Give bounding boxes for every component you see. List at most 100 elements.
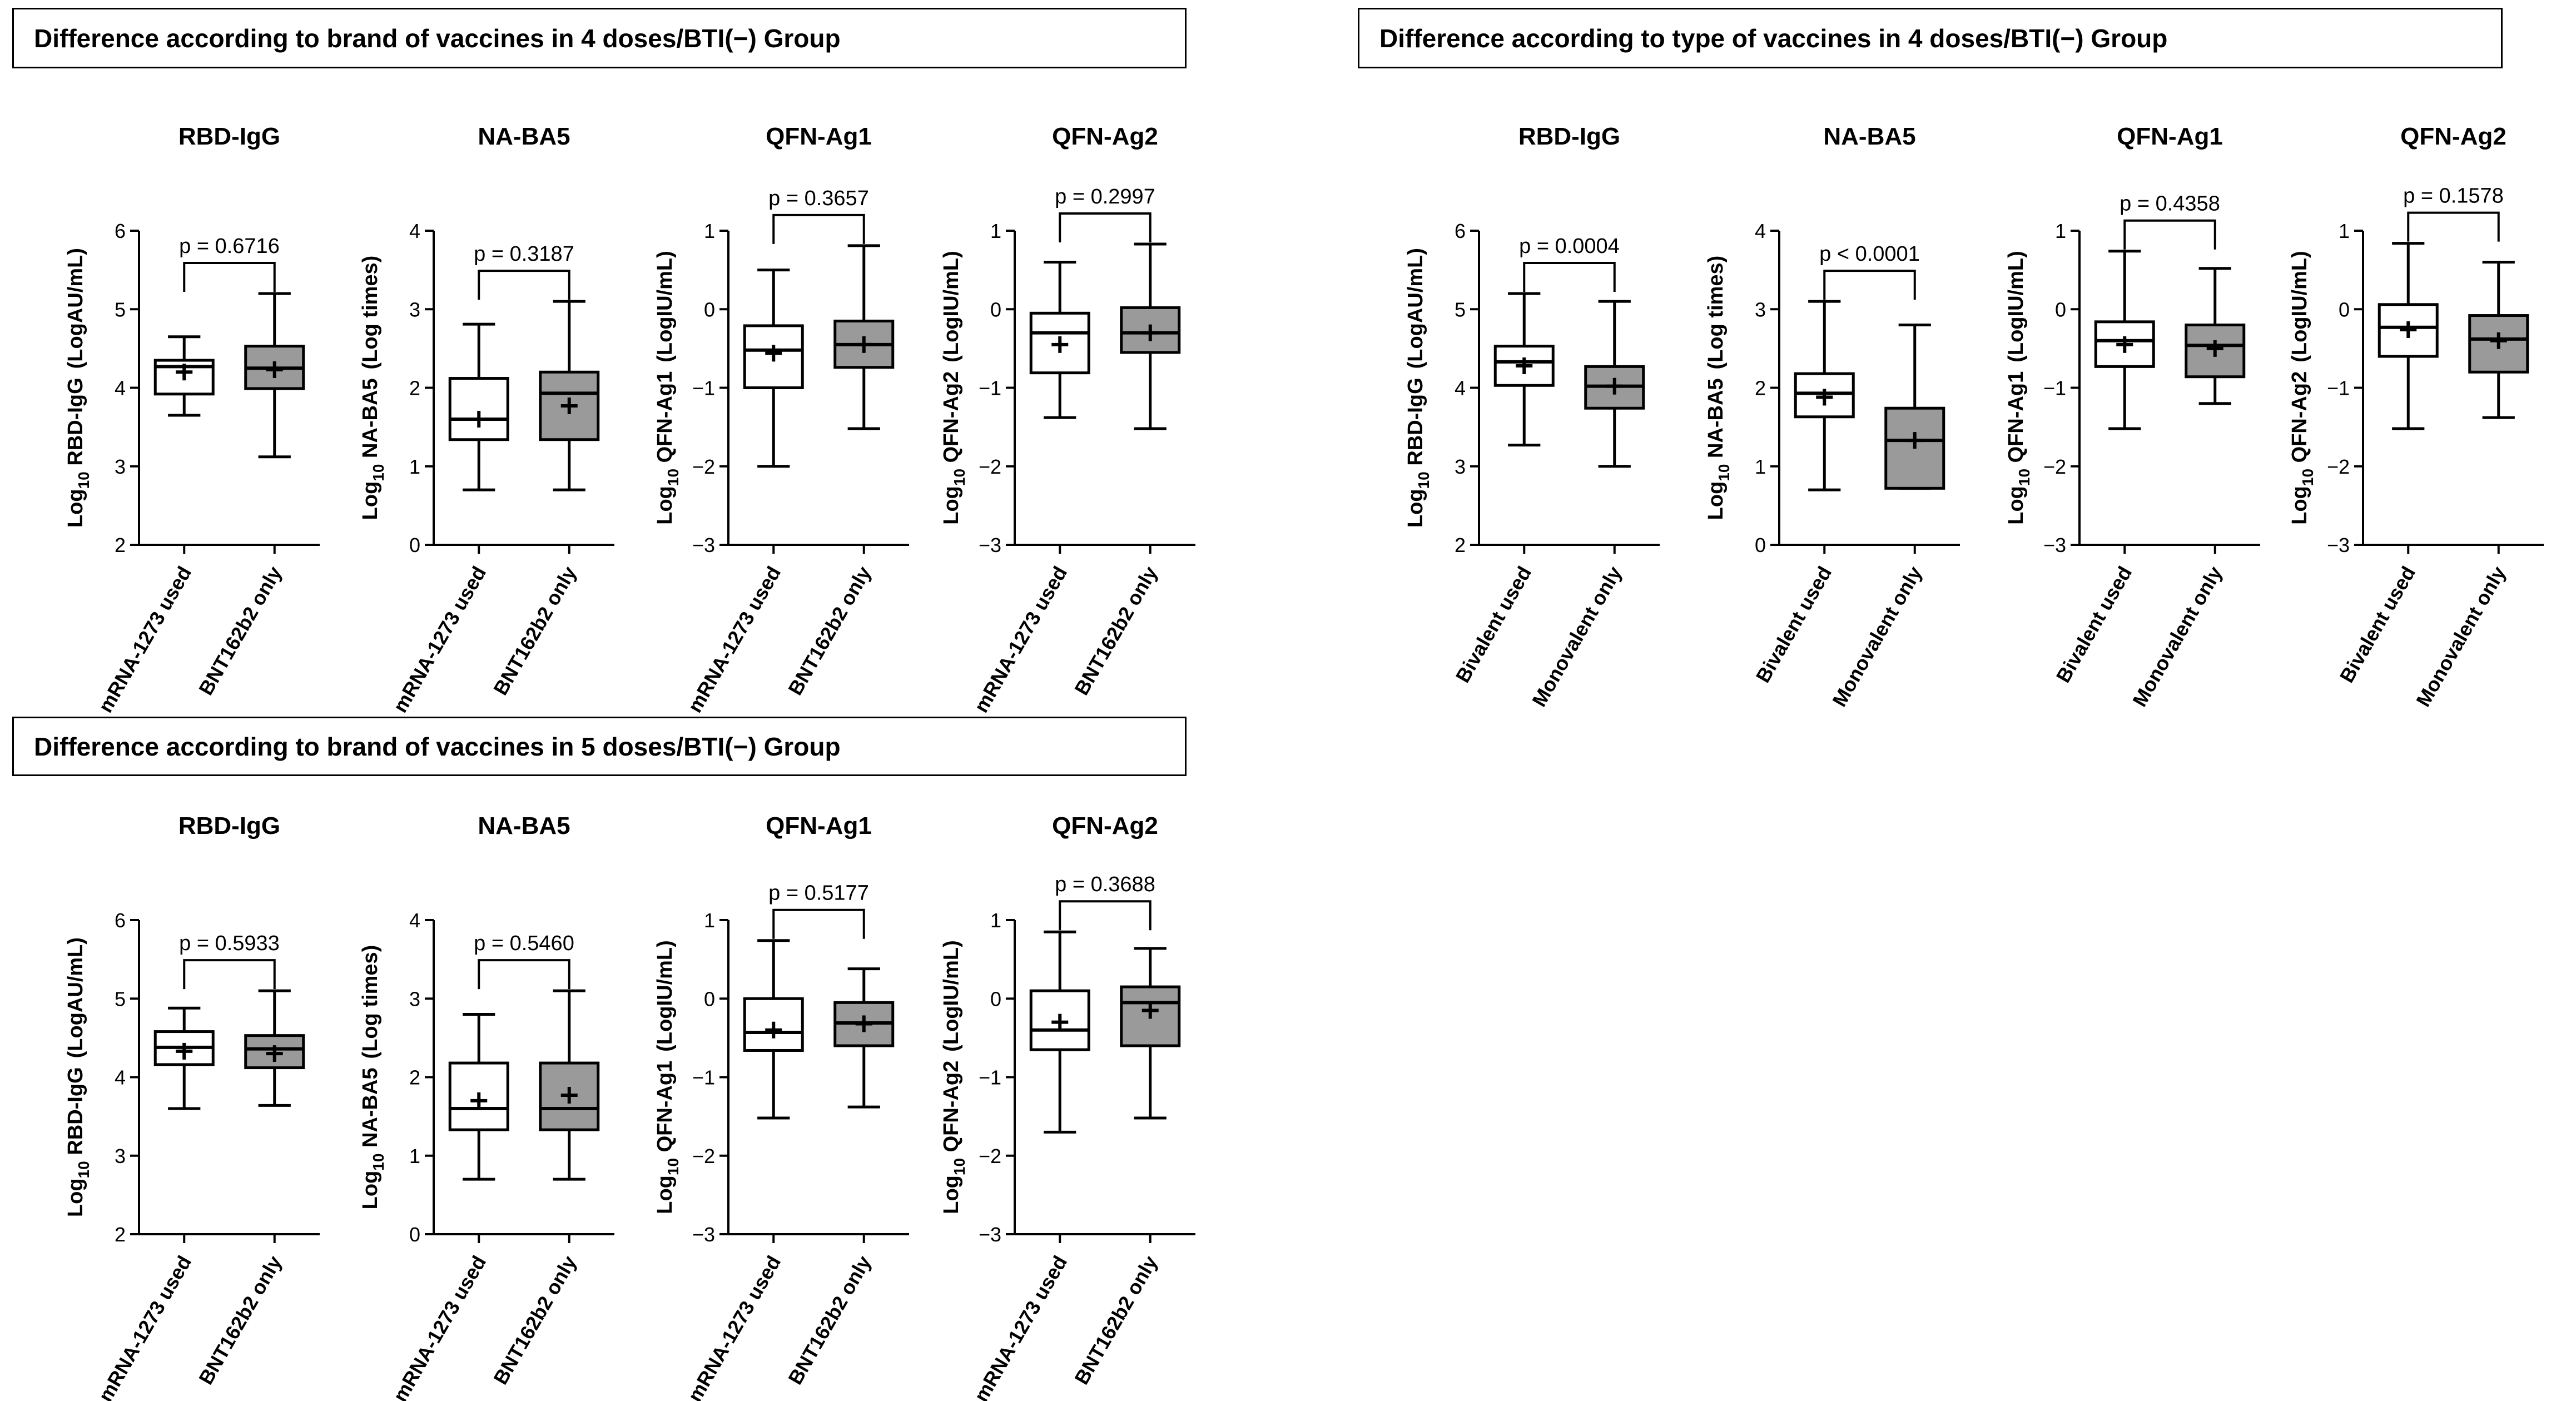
x-tick-label: Bivalent used: [1751, 563, 1837, 687]
box-iqr: [448, 377, 509, 441]
chart-title: RBD-IgG: [1518, 123, 1620, 150]
y-tick-label: 1: [704, 220, 715, 242]
significance-bracket: [772, 908, 865, 939]
y-axis-label-log: Log: [64, 1178, 87, 1217]
x-tick-label: BNT162b2 only: [1070, 1252, 1162, 1389]
y-axis-label-measure: QFN-Ag2: [940, 371, 963, 469]
box-iqr: [1120, 306, 1181, 354]
p-value-label: p = 0.5933: [179, 932, 280, 955]
p-value-label: p = 0.3657: [768, 187, 869, 210]
chart-title: QFN-Ag2: [1052, 123, 1158, 150]
y-tick-label: 3: [1755, 298, 1766, 321]
chart-title: NA-BA5: [478, 123, 570, 150]
y-axis-label: Log10 NA-BA5 (Log times): [359, 945, 387, 1210]
x-tick-label: Monovalent only: [2411, 563, 2510, 711]
x-tick-label: mRNA-1273 used: [970, 563, 1072, 717]
x-tick-label: Monovalent only: [1828, 563, 1927, 711]
p-value-label: p = 0.5177: [768, 882, 869, 905]
y-tick-label: 0: [990, 298, 1001, 321]
y-tick-label: −3: [2043, 534, 2066, 557]
y-axis-label-unit: (LogIU/mL): [2288, 251, 2311, 362]
y-tick-label: 2: [1455, 534, 1466, 557]
y-tick-label: 5: [115, 987, 126, 1010]
y-tick-label: −3: [2327, 534, 2350, 557]
y-axis-label-subscript: 10: [1415, 471, 1432, 489]
box-plot-12: QFN-Ag2 −3 −2 −1 0 1 Log10 QFN-Ag2 (LogIU/mL) mR…: [940, 812, 1195, 1401]
y-axis-label-subscript: 10: [951, 469, 968, 486]
y-axis-label-subscript: 10: [1715, 464, 1733, 481]
box-iqr: [1794, 372, 1855, 419]
chart-title: QFN-Ag2: [1052, 812, 1158, 839]
y-tick-label: −2: [692, 455, 715, 478]
y-axis-label: Log10 QFN-Ag1 (LogIU/mL): [2004, 251, 2033, 525]
significance-bracket: [478, 270, 570, 300]
y-tick-label: 6: [115, 909, 126, 932]
y-axis-label: Log10 NA-BA5 (Log times): [359, 256, 387, 520]
y-axis-label-unit: (Log times): [359, 256, 382, 370]
y-tick-label: 1: [1755, 455, 1766, 478]
y-axis-label-subscript: 10: [75, 1161, 92, 1178]
y-tick-label: 0: [990, 987, 1001, 1010]
x-tick-label: BNT162b2 only: [489, 563, 581, 699]
y-tick-label: 0: [2055, 298, 2066, 321]
y-axis-label-unit: (LogIU/mL): [653, 251, 677, 362]
chart-title: NA-BA5: [1823, 123, 1915, 150]
y-tick-label: 6: [1455, 220, 1466, 242]
chart-title: RBD-IgG: [178, 812, 280, 839]
y-axis-label-subscript: 10: [664, 469, 682, 486]
y-axis-label-measure: NA-BA5: [359, 1067, 382, 1153]
y-tick-label: 2: [1755, 377, 1766, 400]
box-plot-7: QFN-Ag1 −3 −2 −1 0 1 Log10 QFN-Ag1 (LogIU/mL) Bi…: [2004, 123, 2260, 711]
y-axis-label-log: Log: [940, 1175, 963, 1214]
y-tick-label: 0: [704, 987, 715, 1010]
y-axis-label-subscript: 10: [951, 1158, 968, 1175]
significance-bracket: [1823, 270, 1916, 300]
panel-title-brand-5-doses: Difference according to brand of vaccine…: [12, 717, 1187, 776]
box-plot-2: NA-BA5 0 1 2 3 4 Log10 NA-BA5 (Log times) mRNA-1…: [359, 123, 614, 716]
x-tick-label: Bivalent used: [2052, 563, 2137, 687]
y-axis-label-log: Log: [940, 486, 963, 525]
y-tick-label: −1: [979, 377, 1001, 400]
y-axis-label-unit: (LogAU/mL): [64, 248, 87, 369]
p-value-label: p = 0.0004: [1519, 235, 1620, 258]
y-axis-label: Log10 NA-BA5 (Log times): [1704, 256, 1733, 520]
y-axis-label-log: Log: [653, 1175, 677, 1214]
y-axis-label-log: Log: [359, 481, 382, 520]
y-tick-label: 1: [990, 220, 1001, 242]
x-tick-label: BNT162b2 only: [1070, 563, 1162, 699]
y-tick-label: −3: [692, 1223, 715, 1246]
y-axis-label-unit: (LogIU/mL): [940, 251, 963, 362]
y-tick-label: 3: [409, 298, 420, 321]
significance-bracket: [183, 262, 276, 292]
y-tick-label: −2: [979, 455, 1001, 478]
box-plot-1: RBD-IgG 2 3 4 5 6 Log10 RBD-IgG (LogAU/mL) mRNA-…: [64, 123, 320, 716]
y-axis-label-measure: RBD-IgG: [64, 377, 87, 471]
y-tick-label: 5: [1455, 298, 1466, 321]
significance-bracket: [1523, 262, 1616, 292]
y-tick-label: 0: [2339, 298, 2350, 321]
y-tick-label: 4: [409, 909, 420, 932]
y-tick-label: 2: [115, 534, 126, 557]
x-tick-label: Monovalent only: [2128, 563, 2227, 711]
y-tick-label: −2: [2327, 455, 2350, 478]
x-tick-label: Monovalent only: [1527, 563, 1626, 711]
y-tick-label: 0: [409, 534, 420, 557]
y-axis-label-log: Log: [64, 489, 87, 528]
y-tick-label: 3: [115, 455, 126, 478]
y-axis-label-measure: QFN-Ag1: [653, 1061, 677, 1158]
significance-bracket: [183, 959, 276, 990]
y-tick-label: 2: [409, 377, 420, 400]
y-axis-label-subscript: 10: [370, 1154, 387, 1171]
x-tick-label: mRNA-1273 used: [94, 1252, 196, 1401]
chart-title: QFN-Ag1: [766, 812, 872, 839]
box-plot-4: QFN-Ag2 −3 −2 −1 0 1 Log10 QFN-Ag2 (LogIU/mL) mR…: [940, 123, 1195, 716]
y-axis-label-log: Log: [2004, 486, 2028, 525]
y-tick-label: −3: [979, 1223, 1001, 1246]
y-axis-label-measure: QFN-Ag2: [2288, 371, 2311, 469]
box-plot-8: QFN-Ag2 −3 −2 −1 0 1 Log10 QFN-Ag2 (LogIU/mL) Bi…: [2288, 123, 2544, 711]
y-axis-label-unit: (LogAU/mL): [1404, 248, 1427, 369]
x-tick-label: BNT162b2 only: [489, 1252, 581, 1389]
x-tick-label: mRNA-1273 used: [389, 563, 491, 717]
p-value-label: p = 0.1578: [2403, 185, 2504, 208]
y-tick-label: 4: [409, 220, 420, 242]
